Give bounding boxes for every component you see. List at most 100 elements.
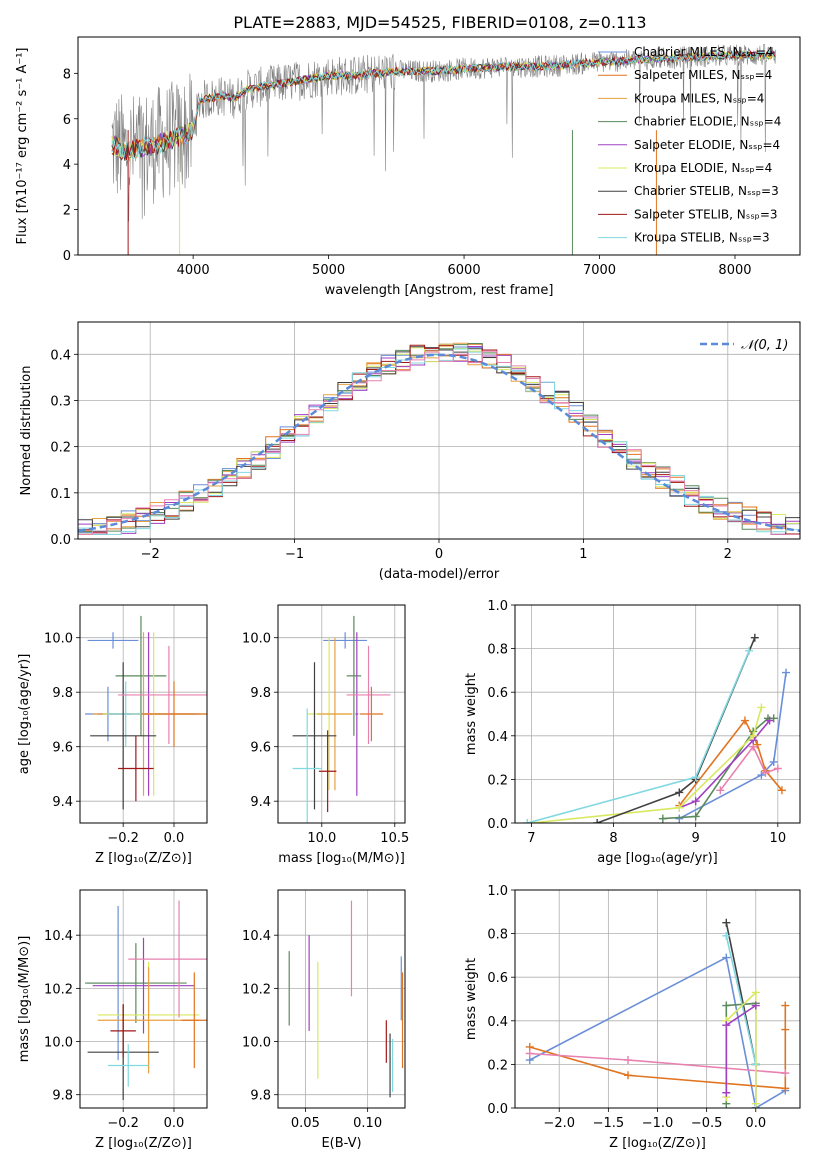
x-tick-label: 0.0 <box>164 831 185 846</box>
plot-area <box>288 900 404 1098</box>
x-tick-label: 8 <box>609 831 617 846</box>
y-tick-label: 0.0 <box>50 533 71 548</box>
series-line-4 <box>679 719 771 809</box>
y-tick-label: 1.0 <box>487 599 508 614</box>
x-tick-label: −0.2 <box>107 831 139 846</box>
series-line-0 <box>529 956 786 1108</box>
panel-spectrum: 4000 5000 6000 7000 8000 0 2 4 6 8 wavelength [Ang… <box>15 36 801 298</box>
x-tick-label: 7000 <box>583 263 616 278</box>
x-tick-label: 0.0 <box>745 1116 766 1131</box>
panel-mass_vs_Z: −0.2 0.0 9.8 10.0 10.2 10.4 Z [log₁₀(Z/Z⊙)] mas… <box>17 889 208 1151</box>
legend-label: 𝒩(0, 1) <box>741 338 788 353</box>
y-axis-label: mass weight <box>464 673 479 755</box>
series-marker <box>781 1001 790 1010</box>
plot-area <box>523 633 791 823</box>
y-tick-label: 2 <box>63 204 71 219</box>
series-marker <box>675 788 684 797</box>
legend-label: Chabrier STELIB, Nₛₛₚ=3 <box>634 184 779 198</box>
x-tick-label: 10.5 <box>380 831 409 846</box>
x-axis-label: Z [log₁₀(Z/Z⊙)] <box>609 1136 706 1151</box>
spectrum-model-5 <box>111 50 776 161</box>
legend-label: Kroupa STELIB, Nₛₛₚ=3 <box>634 231 770 245</box>
x-tick-label: 0.05 <box>291 1116 320 1131</box>
series-marker <box>761 768 770 777</box>
legend-label: Kroupa MILES, Nₛₛₚ=4 <box>634 91 764 105</box>
y-tick-label: 0.4 <box>487 730 508 745</box>
x-axis-label: (data-model)/error <box>379 567 500 582</box>
legend-label: Chabrier ELODIE, Nₛₛₚ=4 <box>634 115 781 129</box>
panel-weight_vs_age: 7 8 9 10 0.0 0.2 0.4 0.6 0.8 1.0 age [log₁₀(age/yr… <box>464 599 801 866</box>
plot-area <box>85 615 207 810</box>
y-axis-label: Normed distribution <box>19 366 34 496</box>
panels: 4000 5000 6000 7000 8000 0 2 4 6 8 wavelength [Ang… <box>15 36 801 1151</box>
y-tick-label: 10.0 <box>44 632 73 647</box>
y-tick-label: 10.2 <box>242 982 271 997</box>
series-line-2 <box>719 745 779 791</box>
y-tick-label: 9.8 <box>52 1089 73 1104</box>
series-marker <box>782 668 791 677</box>
y-tick-label: 0.3 <box>50 394 71 409</box>
legend-label: Salpeter MILES, Nₛₛₚ=4 <box>634 68 772 82</box>
axes-frame <box>514 889 801 1109</box>
y-tick-label: 0.2 <box>487 1058 508 1073</box>
y-axis-label: mass weight <box>464 958 479 1040</box>
y-tick-label: 10.4 <box>44 929 73 944</box>
x-tick-label: −0.2 <box>107 1116 139 1131</box>
series-line-0 <box>678 672 787 820</box>
series-marker <box>722 1021 731 1030</box>
series-marker <box>691 773 700 782</box>
figure-title: PLATE=2883, MJD=54525, FIBERID=0108, z=0… <box>233 13 646 32</box>
y-tick-label: 9.8 <box>250 686 271 701</box>
series-marker <box>769 714 778 723</box>
series-marker <box>722 1088 731 1097</box>
axes-frame <box>277 604 406 824</box>
x-tick-label: 10.0 <box>307 831 336 846</box>
x-tick-label: 2 <box>724 547 732 562</box>
gaussian-curve <box>78 353 800 533</box>
x-tick-label: 0 <box>435 547 443 562</box>
series-marker <box>740 716 749 725</box>
y-tick-label: 9.4 <box>52 795 73 810</box>
series-marker <box>624 1071 633 1080</box>
series-marker <box>527 819 536 823</box>
legend-label: Kroupa ELODIE, Nₛₛₚ=4 <box>634 161 772 175</box>
axes-frame <box>79 604 208 824</box>
series-marker <box>593 819 602 823</box>
series-marker <box>753 740 762 749</box>
x-axis-label: age [log₁₀(age/yr)] <box>597 851 718 866</box>
y-tick-label: 0.8 <box>487 928 508 943</box>
y-tick-label: 10.2 <box>44 982 73 997</box>
series-marker <box>757 703 766 712</box>
axes-frame <box>77 321 801 540</box>
y-tick-label: 0.8 <box>487 643 508 658</box>
plot-area <box>525 918 790 1108</box>
series-marker <box>716 786 725 795</box>
series-marker <box>773 764 782 773</box>
x-tick-label: 1 <box>579 547 587 562</box>
legend-label: Chabrier MILES, Nₛₛₚ=4 <box>634 45 774 59</box>
series-marker <box>751 988 760 997</box>
series-line-5 <box>531 707 763 823</box>
x-tick-label: 5000 <box>312 263 345 278</box>
series-marker <box>624 1056 633 1065</box>
x-tick-label: 0.10 <box>353 1116 382 1131</box>
y-tick-label: 0.2 <box>50 441 71 456</box>
panel-age_vs_mass: 10.0 10.5 9.4 9.6 9.8 10.0 mass [log₁₀(M/M⊙)] <box>242 604 409 866</box>
x-axis-label: mass [log₁₀(M/M⊙)] <box>278 851 405 866</box>
legend-label: Salpeter ELODIE, Nₛₛₚ=4 <box>634 138 780 152</box>
x-tick-label: 7 <box>527 831 535 846</box>
axes-frame <box>77 36 801 256</box>
x-tick-label: 0.0 <box>164 1116 185 1131</box>
y-tick-label: 0.6 <box>487 971 508 986</box>
x-tick-label: −2 <box>141 547 160 562</box>
spectrum-model-8 <box>111 50 776 160</box>
plot-area <box>111 43 776 255</box>
series-marker <box>781 1025 790 1034</box>
series-marker <box>769 757 778 766</box>
series-marker <box>722 1001 731 1010</box>
series-marker <box>658 814 667 823</box>
series-marker <box>525 1049 534 1058</box>
x-axis-label: E(B-V) <box>321 1136 361 1151</box>
y-tick-label: 8 <box>63 67 71 82</box>
panel-mass_vs_ebv: 0.05 0.10 9.8 10.0 10.2 10.4 E(B-V) <box>242 889 406 1151</box>
